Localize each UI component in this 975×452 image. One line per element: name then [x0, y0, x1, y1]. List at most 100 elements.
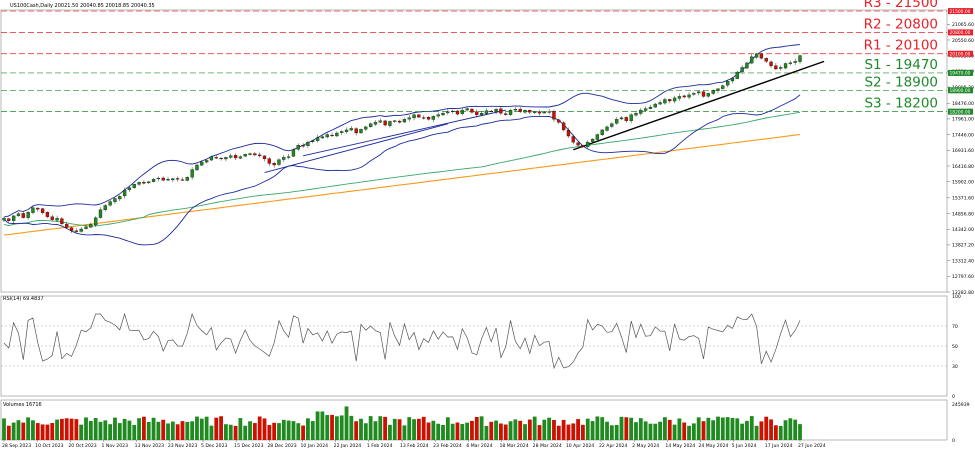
volume-bar [320, 411, 325, 440]
volume-bar [349, 415, 354, 440]
price-tick-label: 16931.60 [952, 148, 974, 154]
candle-body [441, 113, 445, 116]
candle-body [735, 71, 739, 79]
candle-body [523, 109, 527, 113]
volume-bar [21, 422, 26, 440]
candle-body [774, 65, 778, 70]
candle-body [499, 108, 503, 114]
candle-body [214, 157, 218, 159]
rsi-tick-label: 50 [952, 344, 958, 350]
candle-body [586, 141, 590, 147]
candle-body [764, 58, 768, 62]
volume-bar [146, 421, 151, 440]
price-tick-label: 17446.00 [952, 132, 974, 138]
candle-body [557, 119, 561, 123]
candle-body [50, 216, 54, 220]
date-tick-label: 28 Mar 2024 [533, 443, 562, 449]
candle-body [7, 218, 11, 221]
candle-body [750, 56, 754, 64]
candle-body [518, 108, 522, 112]
candle-body [2, 218, 6, 221]
candle-body [306, 141, 310, 146]
candle-body [74, 230, 79, 232]
volume-bar [581, 424, 585, 440]
volume-bar [378, 416, 383, 440]
volume-bar [74, 419, 79, 440]
candle-body [590, 138, 595, 142]
candle-body [489, 110, 493, 112]
candle-body [697, 91, 701, 94]
candle-body [65, 224, 69, 228]
date-tick-label: 20 Oct 2023 [68, 443, 96, 449]
volume-bar [783, 420, 788, 440]
candle-body [89, 224, 93, 228]
candle-body [340, 131, 344, 133]
candle-body [397, 120, 402, 123]
candle-body [60, 218, 64, 224]
volume-bar [233, 425, 238, 440]
candle-body [619, 117, 624, 120]
candle-body [431, 116, 436, 120]
volume-bar [498, 423, 503, 440]
candle-body [769, 61, 773, 67]
candle-body [16, 213, 21, 216]
volume-bar [296, 423, 301, 440]
volume-bar [600, 417, 605, 440]
volume-bar [397, 419, 402, 440]
volume-bar [330, 414, 334, 440]
volume-bar [214, 417, 219, 440]
volume-title: Volumes 16716 [3, 402, 42, 408]
candle-body [745, 62, 749, 69]
volume-bar [45, 424, 50, 440]
date-tick-label: 28 Dec 2023 [267, 443, 296, 449]
candle-body [533, 111, 537, 113]
date-tick-label: 5 Jun 2024 [732, 443, 757, 449]
volume-bar [470, 420, 474, 440]
candle-body [127, 187, 132, 190]
candle-body [706, 93, 710, 97]
date-tick-label: 17 Jun 2024 [765, 443, 793, 449]
level-label: S2 - 18900 [864, 74, 938, 90]
candle-body [528, 110, 532, 113]
volume-bar [701, 421, 706, 440]
candle-body [55, 218, 59, 221]
candle-body [561, 122, 566, 131]
volume-bar [354, 421, 359, 440]
volume-bar [508, 421, 513, 440]
volume-tick-label: 245939 [952, 402, 970, 408]
candle-body [335, 132, 339, 137]
volume-bar [479, 416, 484, 440]
level-tag-text: 19470.00 [950, 71, 971, 77]
candle-body [190, 169, 194, 178]
volume-bar [64, 418, 69, 440]
candle-body [725, 81, 730, 86]
date-tick-label: 23 Nov 2023 [168, 443, 197, 449]
volume-bar [773, 425, 778, 440]
candle-body [542, 112, 546, 114]
candle-body [31, 207, 35, 213]
volume-bar [706, 417, 711, 440]
volume-bar [416, 418, 421, 440]
candle-body [479, 113, 484, 115]
candle-body [407, 117, 411, 120]
candle-body [108, 201, 112, 206]
candle-body [113, 198, 117, 202]
candle-body [219, 157, 223, 160]
candle-body [639, 109, 643, 114]
candle-body [754, 53, 759, 58]
level-tag-text: 20100.00 [950, 52, 971, 58]
volume-bar [619, 416, 624, 440]
volume-bar [359, 418, 363, 440]
candle-body [378, 120, 382, 123]
volume-bar [658, 421, 662, 440]
candle-body [402, 119, 407, 123]
candle-body [701, 91, 706, 97]
price-tick-label: 15902.00 [952, 179, 974, 185]
date-tick-label: 22 Apr 2024 [599, 443, 627, 449]
candle-body [547, 111, 551, 113]
candle-body [508, 109, 513, 115]
candle-body [711, 90, 715, 94]
volume-bar [788, 418, 793, 440]
price-tick-label: 17961.00 [952, 117, 974, 123]
candle-body [40, 208, 45, 213]
